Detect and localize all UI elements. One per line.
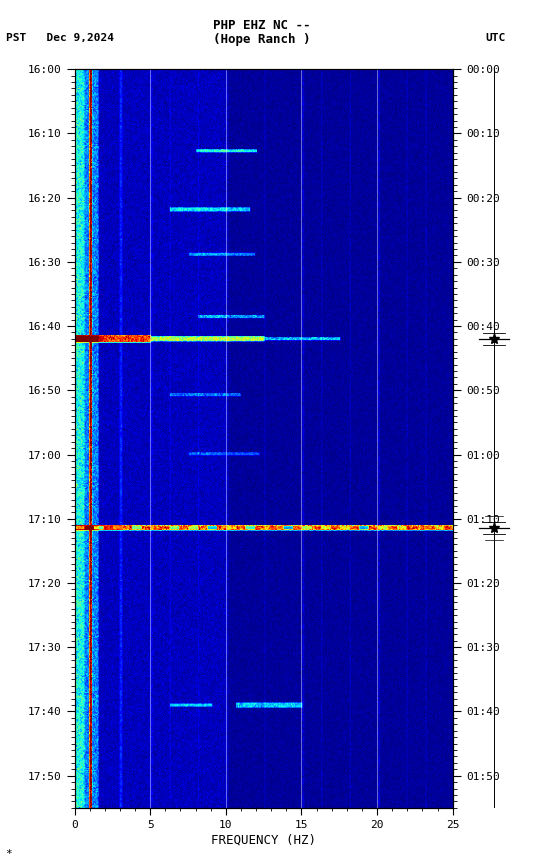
Text: *: * (6, 849, 12, 859)
Text: UTC: UTC (486, 33, 506, 43)
Text: PST   Dec 9,2024: PST Dec 9,2024 (6, 33, 114, 43)
X-axis label: FREQUENCY (HZ): FREQUENCY (HZ) (211, 834, 316, 847)
Text: (Hope Ranch ): (Hope Ranch ) (214, 33, 311, 46)
Text: PHP EHZ NC --: PHP EHZ NC -- (214, 19, 311, 32)
